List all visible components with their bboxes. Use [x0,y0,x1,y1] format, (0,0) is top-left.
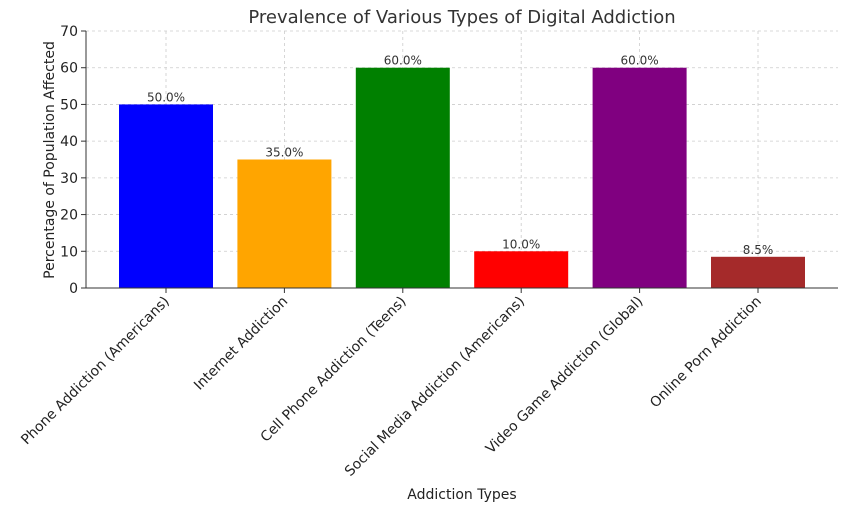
bar [355,67,450,288]
bar [474,251,569,288]
y-axis-label: Percentage of Population Affected [42,41,58,279]
bar [711,256,805,288]
y-tick-label: 60 [60,61,78,77]
data-label: 10.0% [502,237,540,251]
data-label: 8.5% [743,243,774,257]
y-tick-label: 0 [69,281,78,297]
bar [119,104,213,288]
x-axis-label: Addiction Types [407,487,516,503]
bars [119,67,805,288]
chart-title: Prevalence of Various Types of Digital A… [248,7,675,28]
data-labels: 50.0% 35.0% 60.0% 10.0% 60.0% 8.5% [147,54,773,257]
data-label: 60.0% [621,54,659,68]
y-tick-label: 50 [60,97,78,113]
axes [85,31,838,289]
y-tick-label: 40 [60,134,78,150]
y-tick-label: 10 [60,244,78,260]
bar [237,159,332,288]
data-label: 50.0% [147,90,185,104]
x-tick-label: Phone Addiction (Americans) [18,294,173,449]
x-tick-label: Online Porn Addiction [647,294,765,412]
data-label: 35.0% [265,146,303,160]
x-tick-label: Internet Addiction [191,294,291,394]
y-tick-label: 20 [60,208,78,224]
y-tick-label: 70 [60,24,78,40]
data-label: 60.0% [384,54,422,68]
x-axis-ticks: Phone Addiction (Americans) Internet Addi… [18,288,765,480]
y-axis-ticks: 0 10 20 30 40 50 60 70 [60,24,86,297]
bar [592,67,687,288]
y-tick-label: 30 [60,171,78,187]
